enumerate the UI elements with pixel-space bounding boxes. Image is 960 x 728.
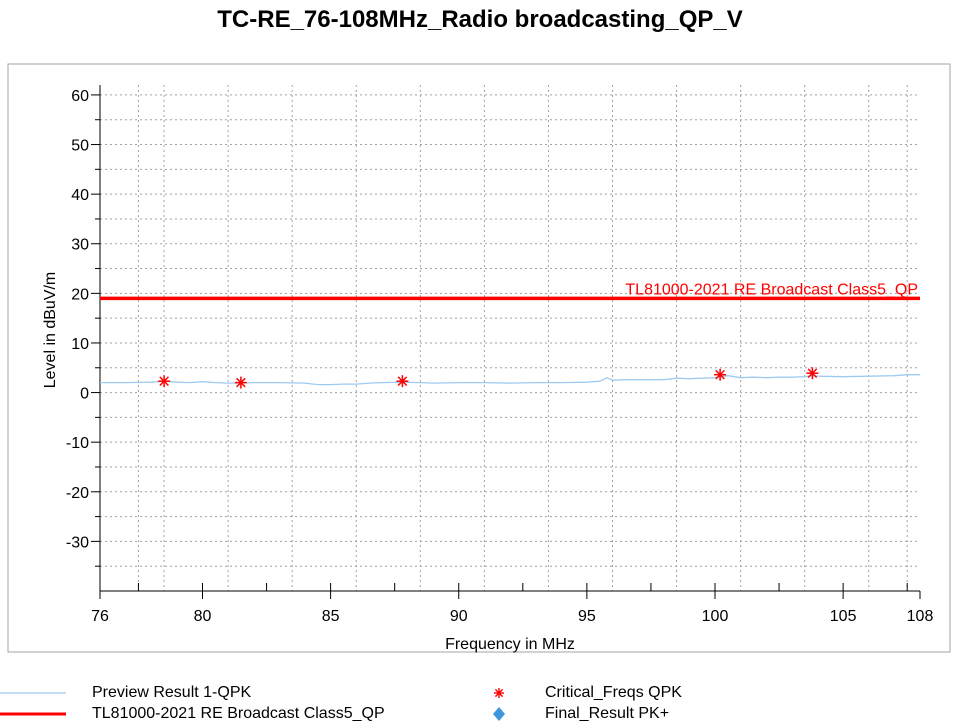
y-tick-label: 20 — [71, 286, 89, 303]
y-tick-label: 10 — [71, 336, 89, 353]
chart-title: TC-RE_76-108MHz_Radio broadcasting_QP_V — [217, 6, 743, 33]
legend-label: TL81000-2021 RE Broadcast Class5_QP — [92, 705, 385, 722]
x-tick-label: 90 — [450, 608, 468, 625]
grid-layer — [100, 85, 920, 591]
asterisk-icon — [494, 688, 504, 698]
x-tick-label: 80 — [194, 608, 212, 625]
series-layer — [100, 296, 920, 389]
legend-label: Preview Result 1-QPK — [92, 684, 252, 701]
y-tick-label: -30 — [66, 534, 89, 551]
y-tick-label: -10 — [66, 435, 89, 452]
x-tick-label: 95 — [578, 608, 596, 625]
critical-freq-point — [234, 376, 247, 389]
x-tick-label: 108 — [907, 608, 934, 625]
chart-frame — [7, 63, 951, 653]
y-tick-label: 50 — [71, 138, 89, 155]
legend-swatch-thin-line — [0, 692, 66, 694]
legend-label: Critical_Freqs QPK — [545, 684, 682, 701]
axes-layer — [91, 85, 921, 599]
y-axis-label: Level in dBuV/m — [42, 272, 59, 389]
diamond-icon — [493, 707, 505, 721]
legend-item-preview: Preview Result 1-QPK — [0, 684, 460, 702]
legend-swatch-thick-line — [0, 712, 66, 716]
x-tick-label: 100 — [702, 608, 729, 625]
legend-label: Final_Result PK+ — [545, 705, 670, 722]
y-tick-label: 60 — [71, 88, 89, 105]
y-tick-label: 30 — [71, 237, 89, 254]
x-axis-label: Frequency in MHz — [445, 636, 575, 653]
y-tick-label: -20 — [66, 485, 89, 502]
critical-freq-point — [714, 368, 727, 381]
x-tick-label: 76 — [91, 608, 109, 625]
y-tick-label: 40 — [71, 187, 89, 204]
legend-item-critical-freqs: Critical_Freqs QPK — [453, 684, 753, 702]
x-tick-label: 85 — [322, 608, 340, 625]
critical-freq-point — [158, 375, 171, 388]
limit-line-label: TL81000-2021 RE Broadcast Class5_QP — [625, 281, 918, 298]
labels-layer: -30 -20 -10 0 10 20 30 40 50 60 76 80 85 90 95 100 105 10… — [42, 88, 933, 653]
y-tick-label: 0 — [80, 386, 89, 403]
x-tick-label: 105 — [830, 608, 857, 625]
legend-item-limit: TL81000-2021 RE Broadcast Class5_QP — [0, 705, 460, 723]
legend-item-final-result: Final_Result PK+ — [453, 705, 753, 723]
critical-freq-point — [806, 367, 819, 380]
critical-freq-point — [396, 375, 409, 388]
